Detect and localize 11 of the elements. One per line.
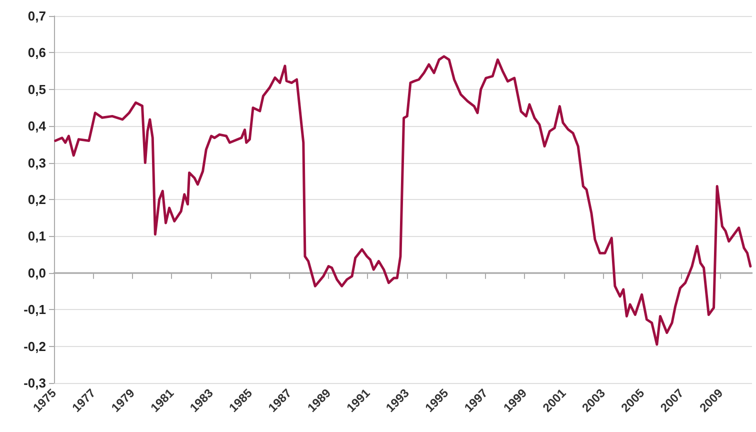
- y-tick-label: -0,1: [24, 302, 46, 318]
- y-tick-label: 0,3: [28, 155, 46, 170]
- y-tick-label: 0,5: [28, 82, 46, 97]
- y-tick-label: -0,3: [24, 376, 46, 390]
- y-tick-label: 0,6: [28, 45, 46, 60]
- y-tick-label: -0,2: [24, 338, 46, 354]
- y-tick-label: 0,7: [28, 8, 46, 24]
- y-tick-label: 0,2: [28, 192, 46, 207]
- y-tick-label: 0,0: [28, 265, 46, 280]
- y-tick-label: 0,4: [28, 118, 47, 134]
- y-tick-label: 0,1: [28, 228, 46, 244]
